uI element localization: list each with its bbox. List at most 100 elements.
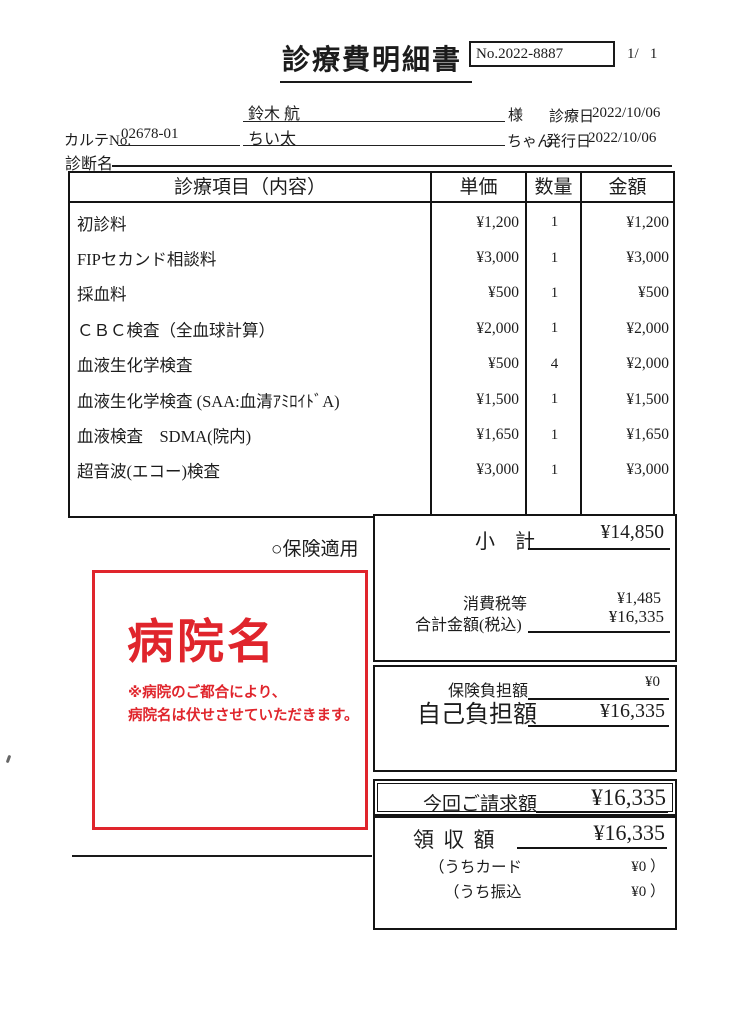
item-amount: ¥1,200 [626, 213, 669, 231]
subtotal-box: 小 計 ¥14,850 消費税等 ¥1,485 合計金額(税込) ¥16,335 [373, 514, 677, 662]
karte-no: 02678-01 [121, 126, 179, 142]
item-quantity: 1 [550, 284, 559, 301]
owner-name: 鈴木 航 [248, 106, 301, 123]
issue-date-label: 発行日 [546, 134, 592, 150]
item-amount: ¥3,000 [626, 461, 669, 479]
tax-value: ¥1,485 [617, 590, 661, 607]
subtotal-label: 小 計 [475, 531, 535, 553]
stamp-note-line1: ※病院のご都合により、 [128, 685, 287, 701]
billed-box: 今回ご請求額 ¥16,335 [373, 779, 677, 816]
item-name: ＣＢＣ検査（全血球計算） [77, 320, 275, 340]
item-quantity: 1 [550, 426, 559, 443]
self-pay-label: 自己負担額 [417, 702, 537, 728]
total-label: 合計金額(税込) [415, 617, 522, 634]
owner-suffix: 様 [508, 108, 524, 124]
owner-name-field: 鈴木 航 [243, 100, 505, 123]
page-title: 診療費明細書 [280, 38, 473, 83]
billed-label: 今回ご請求額 [423, 794, 538, 815]
column-divider [580, 173, 582, 516]
item-unit-price: ¥2,000 [476, 319, 519, 337]
total-value: ¥16,335 [528, 607, 670, 633]
item-name: FIPセカンド相談料 [77, 250, 217, 270]
card-portion-value: ¥0 ） [631, 859, 665, 875]
column-divider [430, 173, 432, 516]
item-quantity: 1 [550, 214, 559, 231]
insurance-applicable-note: ○保険適用 [271, 539, 359, 560]
table-row: 超音波(エコー)検査 ¥3,000 1 ¥3,000 [70, 453, 673, 488]
item-name: 血液生化学検査 (SAA:血清ｱﾐﾛｲﾄﾞA) [77, 391, 340, 411]
table-row: 血液生化学検査 ¥500 4 ¥2,000 [70, 347, 673, 382]
self-pay-value: ¥16,335 [528, 700, 669, 727]
transfer-portion-label: （うち振込 [444, 884, 522, 901]
billed-box-inner: 今回ご請求額 ¥16,335 [377, 783, 673, 815]
document-number-box: No.2022-8887 [469, 41, 615, 67]
page-indicator: 1/ 1 [627, 46, 658, 62]
table-row: ＣＢＣ検査（全血球計算） ¥2,000 1 ¥2,000 [70, 311, 673, 346]
received-value: ¥16,335 [517, 820, 667, 849]
pet-name-field: ちい太 [243, 125, 505, 148]
table-row: 採血料 ¥500 1 ¥500 [70, 276, 673, 311]
item-unit-price: ¥3,000 [476, 461, 519, 479]
karte-no-field: 02678-01 [118, 125, 240, 146]
visit-date-label: 診療日 [549, 109, 595, 125]
item-quantity: 1 [550, 249, 559, 266]
insurance-burden-value: ¥0 [528, 674, 669, 700]
stamp-note-line2: 病院名は伏せさせていただきます。 [128, 708, 359, 724]
insurance-burden-label: 保険負担額 [448, 683, 529, 700]
item-unit-price: ¥500 [488, 355, 519, 373]
hospital-stamp-box: 病院名 ※病院のご都合により、 病院名は伏せさせていただきます。 [92, 570, 368, 830]
item-amount: ¥3,000 [626, 249, 669, 267]
item-quantity: 1 [550, 461, 559, 478]
diagnosis-label: 診断名 [65, 156, 114, 173]
item-name: 初診料 [77, 214, 127, 234]
issue-date: 2022/10/06 [588, 130, 657, 146]
header-quantity: 数量 [534, 177, 573, 198]
table-row: 初診料 ¥1,200 1 ¥1,200 [70, 205, 673, 240]
scan-speck [5, 754, 12, 764]
item-amount: ¥500 [638, 284, 669, 302]
item-name: 血液生化学検査 [77, 356, 193, 376]
pet-suffix: ちゃん [507, 134, 553, 150]
item-quantity: 1 [550, 320, 559, 337]
column-divider [525, 173, 527, 516]
pet-name: ちい太 [248, 131, 297, 148]
table-row: 血液生化学検査 (SAA:血清ｱﾐﾛｲﾄﾞA) ¥1,500 1 ¥1,500 [70, 382, 673, 417]
diagnosis-field [112, 148, 672, 167]
header-unit-price: 単価 [459, 177, 498, 198]
item-unit-price: ¥1,650 [476, 426, 519, 444]
item-quantity: 4 [550, 355, 559, 372]
card-portion-label: （うちカード [429, 859, 523, 876]
item-unit-price: ¥1,200 [476, 213, 519, 231]
item-amount: ¥2,000 [626, 355, 669, 373]
table-body: 初診料 ¥1,200 1 ¥1,200 FIPセカンド相談料 ¥3,000 1 … [70, 205, 673, 488]
burden-box: 保険負担額 ¥0 自己負担額 ¥16,335 [373, 665, 677, 772]
subtotal-value: ¥14,850 [528, 522, 670, 550]
items-table: 診療項目（内容） 単価 数量 金額 初診料 ¥1,200 1 ¥1,200 FI… [68, 171, 675, 518]
item-amount: ¥1,500 [626, 390, 669, 408]
hospital-name-placeholder: 病院名 [127, 615, 277, 668]
header-amount: 金額 [608, 177, 647, 198]
item-name: 超音波(エコー)検査 [77, 462, 220, 482]
item-amount: ¥1,650 [626, 426, 669, 444]
item-name: 採血料 [77, 285, 127, 305]
item-unit-price: ¥500 [488, 284, 519, 302]
visit-date: 2022/10/06 [592, 105, 661, 121]
received-label: 領 収 額 [413, 828, 497, 852]
tax-label: 消費税等 [463, 596, 528, 613]
transfer-portion-value: ¥0 ） [631, 884, 665, 900]
signature-rule [72, 855, 372, 857]
item-name: 血液検査 SDMA(院内) [77, 427, 252, 447]
karte-no-label: カルテNo. [64, 133, 132, 149]
table-header-row: 診療項目（内容） 単価 数量 金額 [70, 173, 673, 203]
item-amount: ¥2,000 [626, 319, 669, 337]
table-row: 血液検査 SDMA(院内) ¥1,650 1 ¥1,650 [70, 417, 673, 452]
item-unit-price: ¥3,000 [476, 249, 519, 267]
header-item: 診療項目（内容） [173, 177, 326, 198]
item-quantity: 1 [550, 391, 559, 408]
received-box: 領 収 額 ¥16,335 （うちカード ¥0 ） （うち振込 ¥0 ） [373, 816, 677, 930]
document-number: No.2022-8887 [476, 46, 564, 62]
billed-value: ¥16,335 [536, 785, 668, 813]
table-row: FIPセカンド相談料 ¥3,000 1 ¥3,000 [70, 240, 673, 275]
item-unit-price: ¥1,500 [476, 390, 519, 408]
